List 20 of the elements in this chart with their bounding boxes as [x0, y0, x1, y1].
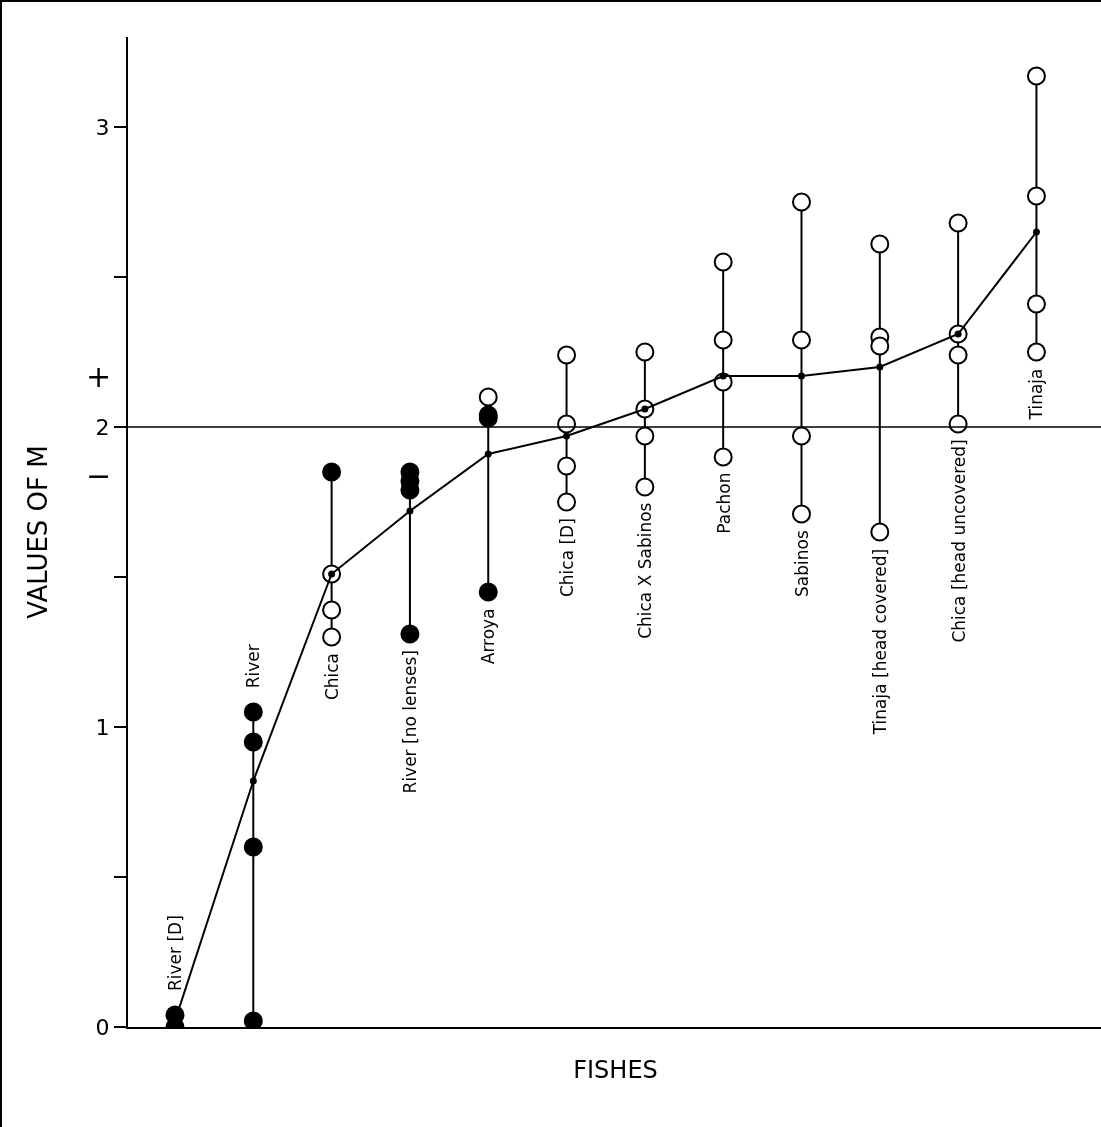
x-tick-label: Sabinos [791, 530, 812, 597]
y-tick-label: 0 [95, 1014, 110, 1040]
y-tick-label: 1 [95, 714, 110, 740]
x-tick-label: Chica [D] [557, 518, 578, 598]
y-axis-title: VALUES OF M [23, 445, 54, 619]
x-tick-label: Chica X Sabinos [634, 502, 655, 639]
y-tick-label: 3 [95, 114, 110, 140]
x-tick-label: River [D] [164, 915, 185, 991]
x-tick-label: Chica [head uncovered] [948, 439, 969, 643]
x-axis-title: FISHES [573, 1056, 658, 1085]
x-tick-label: River [243, 644, 264, 689]
text: + [86, 359, 112, 394]
x-tick-label: Tinaja [head covered] [870, 548, 891, 736]
y-tick-label: 2 [95, 414, 110, 440]
x-tick-label: River [no lenses] [400, 650, 421, 794]
x-tick-label: Tinaja [1026, 368, 1047, 421]
x-tick-label: Chica [322, 652, 343, 701]
text: − [86, 458, 112, 493]
x-tick-label: Pachon [713, 472, 734, 534]
x-tick-label: Arroya [478, 608, 499, 665]
